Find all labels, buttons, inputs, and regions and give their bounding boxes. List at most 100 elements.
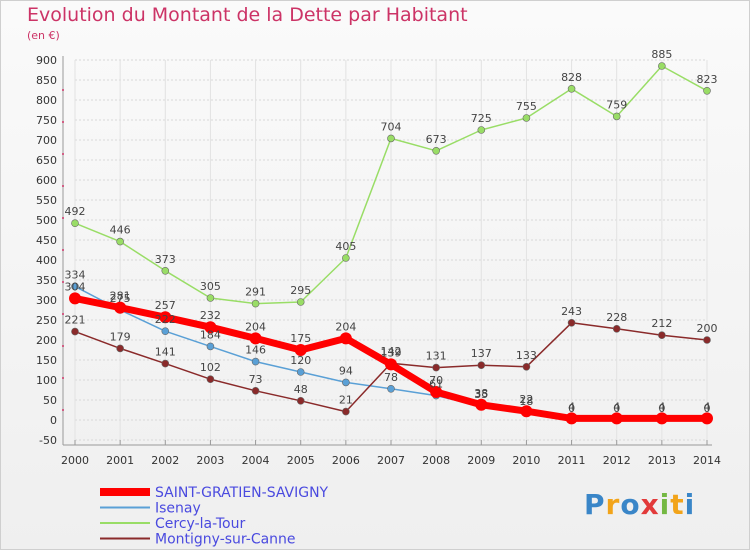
- data-label: 725: [471, 112, 492, 125]
- data-point: [387, 384, 395, 393]
- x-tick-label: 2013: [648, 454, 676, 467]
- data-label: 4: [568, 400, 575, 413]
- y-tick-label: -50: [39, 434, 57, 447]
- x-tick-label: 2010: [512, 454, 540, 467]
- axis-dot: [62, 89, 64, 91]
- data-label: 759: [606, 98, 627, 111]
- x-tick-label: 2006: [332, 454, 360, 467]
- y-tick-label: 150: [36, 354, 57, 367]
- data-point: [71, 282, 79, 291]
- data-point: [612, 324, 621, 333]
- data-label: 334: [65, 268, 86, 281]
- data-point: [520, 405, 533, 418]
- data-point: [251, 299, 260, 308]
- grid: [74, 59, 708, 441]
- x-tick-label: 2005: [287, 454, 315, 467]
- y-tick-label: 0: [50, 414, 57, 427]
- axis-dot: [62, 409, 64, 411]
- data-label: 0: [704, 402, 711, 415]
- data-label: 204: [335, 320, 356, 333]
- data-label: 281: [110, 290, 131, 303]
- data-point: [296, 298, 305, 306]
- logo-letter: o: [620, 488, 641, 521]
- data-point: [477, 126, 486, 134]
- data-point: [658, 331, 666, 340]
- legend-label: Montigny-sur-Canne: [155, 532, 296, 548]
- axis-dot: [62, 281, 64, 283]
- data-point: [159, 311, 172, 324]
- data-point: [565, 412, 578, 425]
- data-label: 228: [606, 311, 627, 324]
- logo-letter: x: [640, 488, 660, 521]
- data-point: [251, 357, 260, 366]
- data-point: [249, 332, 262, 345]
- data-label: 405: [335, 240, 356, 253]
- unit-label: (en €): [27, 29, 60, 42]
- data-label: 373: [155, 253, 176, 266]
- data-label: 304: [65, 280, 86, 293]
- data-label: 704: [381, 120, 402, 133]
- data-label: 139: [381, 346, 402, 359]
- data-point: [430, 386, 443, 398]
- data-point: [655, 412, 668, 425]
- data-label: 755: [516, 100, 537, 113]
- data-point: [71, 219, 79, 227]
- y-tick-label: 450: [36, 234, 57, 247]
- data-point: [701, 412, 713, 425]
- x-tick-label: 2008: [422, 454, 450, 467]
- data-label: 38: [474, 387, 488, 400]
- y-tick-label: 200: [36, 334, 57, 347]
- axis-dot: [62, 345, 64, 347]
- legend-label: SAINT-GRATIEN-SAVIGNY: [155, 485, 329, 501]
- data-point: [567, 318, 576, 327]
- data-label: 78: [384, 371, 398, 384]
- data-label: 61: [429, 378, 443, 391]
- x-tick-label: 2014: [693, 454, 721, 467]
- axis-dot: [62, 121, 64, 123]
- data-label: 35: [474, 388, 488, 401]
- y-tick-label: 300: [36, 294, 57, 307]
- data-point: [658, 62, 666, 70]
- data-point: [703, 336, 711, 344]
- data-label: 18: [519, 395, 533, 408]
- data-label: 291: [245, 286, 266, 299]
- data-label: 673: [426, 133, 447, 146]
- x-tick-label: 2001: [106, 454, 134, 467]
- y-tick-label: 700: [36, 134, 57, 147]
- data-label: 222: [155, 313, 176, 326]
- axis-dot: [62, 249, 64, 251]
- data-label: 94: [339, 364, 353, 377]
- data-label: 492: [65, 205, 86, 218]
- axes: -500501001502002503003504004505005506006…: [36, 54, 721, 467]
- axis-dot: [62, 217, 64, 219]
- data-point: [71, 327, 79, 336]
- data-label: 73: [249, 373, 263, 386]
- data-label: 131: [426, 350, 447, 363]
- data-point: [296, 368, 305, 376]
- data-label: 0: [658, 402, 665, 415]
- y-tick-label: 600: [36, 174, 57, 187]
- data-label: 828: [561, 71, 582, 84]
- data-point: [475, 398, 488, 411]
- data-label: 4: [704, 400, 711, 413]
- data-point: [206, 375, 215, 384]
- data-point: [342, 378, 350, 387]
- chart-title: Evolution du Montant de la Dette par Hab…: [27, 4, 468, 26]
- data-point: [251, 386, 260, 395]
- x-tick-label: 2012: [603, 454, 631, 467]
- x-tick-label: 2011: [558, 454, 586, 467]
- logo-letter: i: [659, 488, 671, 521]
- logo-letter: r: [605, 488, 621, 521]
- data-point: [116, 344, 124, 353]
- data-label: 179: [110, 330, 131, 343]
- data-label: 4: [658, 400, 665, 413]
- data-label: 0: [613, 402, 620, 415]
- data-label: 212: [651, 317, 672, 330]
- data-label: 137: [471, 347, 492, 360]
- x-tick-label: 2002: [151, 454, 179, 467]
- x-tick-label: 2004: [242, 454, 270, 467]
- data-point: [387, 134, 395, 143]
- data-point: [703, 87, 711, 95]
- data-point: [477, 361, 486, 370]
